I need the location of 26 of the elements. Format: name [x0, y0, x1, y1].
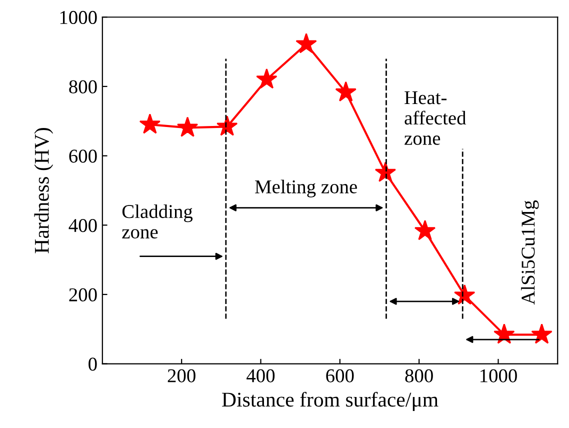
annotation: Heat- affected zone	[404, 91, 466, 145]
y-tick-label: 800	[69, 80, 97, 94]
point	[176, 116, 198, 137]
point	[494, 324, 515, 344]
y-tick-label: 400	[68, 218, 97, 232]
point	[296, 33, 317, 54]
point	[531, 324, 552, 344]
point	[414, 220, 436, 240]
x-axis-title: Distance from surface/μm	[222, 392, 438, 411]
annotation: Cladding zone	[122, 204, 193, 239]
x-tick-label: 800	[405, 369, 433, 382]
y-tick-label: 600	[69, 150, 97, 163]
x-tick-label: 200	[168, 369, 196, 382]
x-tick-label: 600	[326, 369, 354, 382]
point	[139, 113, 161, 134]
annotation: AlSi5Cu1Mg	[521, 200, 539, 305]
point	[454, 284, 476, 305]
x-tick-label: 400	[246, 369, 275, 382]
y-axis-title: Hardness (HV)	[34, 128, 54, 254]
y-tick-label: 1000	[60, 10, 97, 24]
annotation: Melting zone	[255, 180, 357, 198]
point	[256, 68, 278, 89]
x-tick-label: 1000	[480, 369, 517, 382]
y-tick-label: 200	[69, 288, 97, 302]
y-tick-label: 0	[88, 358, 97, 371]
point	[335, 81, 356, 102]
